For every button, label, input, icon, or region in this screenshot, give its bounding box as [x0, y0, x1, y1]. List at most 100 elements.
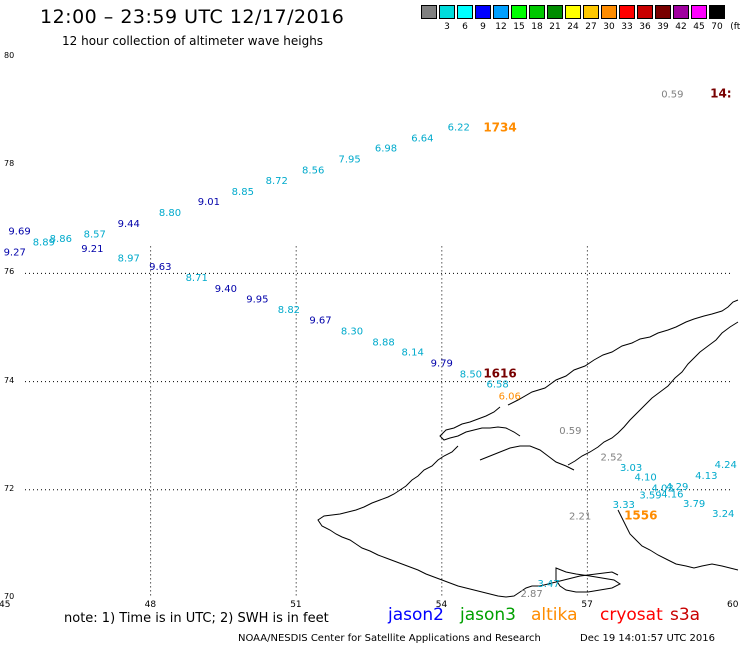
- swh-observations: 9.69 9.27 8.898.86 8.57 9.21 9.44 8.97 8.80 9.63…: [4, 87, 737, 600]
- swh-value-label: 0.59: [661, 90, 683, 101]
- swh-value-label: 2.52: [601, 453, 623, 464]
- swh-value-label: 6.64: [411, 133, 433, 144]
- legend-swatch: [421, 5, 437, 19]
- novaya-zemlya-coastline: [317, 299, 739, 598]
- lon-tick-label: 54: [435, 600, 448, 610]
- swh-value-label: 9.67: [309, 316, 331, 327]
- swh-value-label: 6.22: [448, 123, 470, 134]
- swh-value-label: 9.63: [149, 262, 171, 273]
- page-title: 12:00 – 23:59 UTC 12/17/2016: [40, 6, 345, 28]
- swh-value-label: 4.29: [666, 482, 688, 493]
- credit-line: NOAA/NESDIS Center for Satellite Applica…: [238, 633, 541, 644]
- swh-value-label: 8.89: [33, 237, 55, 248]
- swh-value-label: 9.01: [198, 197, 220, 208]
- mission-label-jason3: jason3: [460, 605, 516, 625]
- mission-label-altika: altika: [531, 605, 578, 625]
- legend-swatch: [709, 5, 725, 19]
- legend-swatch: [493, 5, 509, 19]
- swh-value-label: 9.21: [81, 244, 103, 255]
- swh-value-label: 8.56: [302, 165, 324, 176]
- swh-value-label: 4.13: [695, 471, 717, 482]
- swh-value-label: 6.58: [486, 380, 508, 391]
- swh-value-label: 9.44: [118, 219, 140, 230]
- lon-tick-label: 51: [290, 600, 302, 610]
- mission-label-cryosat: cryosat: [600, 605, 663, 625]
- coastline-west: [317, 445, 619, 598]
- legend-swatch: [511, 5, 527, 19]
- swh-value-label: 9.40: [215, 284, 237, 295]
- lon-tick-label: 48: [144, 600, 157, 610]
- legend-swatch: [565, 5, 581, 19]
- legend-unit: (ft): [730, 22, 740, 32]
- swh-value-label: 3.59: [639, 490, 661, 501]
- swh-value-label: 6.06: [499, 391, 521, 402]
- legend-swatch: [529, 5, 545, 19]
- legend-swatch: [457, 5, 473, 19]
- swh-value-label: 2.21: [569, 512, 591, 523]
- footer-note: note: 1) Time is in UTC; 2) SWH is in fe…: [64, 611, 329, 626]
- swh-value-label: 8.30: [341, 327, 363, 338]
- legend-label: 6: [462, 22, 468, 32]
- coastline-south: [617, 509, 739, 571]
- swh-value-label: 8.14: [402, 348, 424, 359]
- legend-swatch: [619, 5, 635, 19]
- legend-label: 15: [513, 22, 525, 32]
- lat-tick-label: 78: [4, 159, 15, 169]
- swh-value-label: 9.79: [431, 358, 453, 369]
- swh-value-label: 8.80: [159, 208, 181, 219]
- legend-swatch: [673, 5, 689, 19]
- swh-value-label: 8.72: [266, 176, 288, 187]
- swh-value-label: 8.85: [232, 187, 254, 198]
- swh-value-label: 8.82: [278, 305, 300, 316]
- legend-label: 39: [657, 22, 669, 32]
- legend-swatch: [475, 5, 491, 19]
- swh-value-label: 9.27: [4, 248, 26, 259]
- legend-label: 18: [531, 22, 543, 32]
- legend-label: 3: [444, 22, 450, 32]
- swh-value-label: 4.10: [635, 473, 657, 484]
- legend-swatch: [439, 5, 455, 19]
- mission-label-jason2: jason2: [388, 605, 444, 625]
- swh-value-label: 8.71: [186, 273, 208, 284]
- legend-label: 12: [495, 22, 507, 32]
- swh-value-label: 8.86: [50, 234, 72, 245]
- lat-lon-grid: [25, 246, 733, 598]
- swh-value-label: 8.88: [372, 337, 394, 348]
- legend-label: 33: [621, 22, 633, 32]
- lat-tick-label: 74: [4, 375, 15, 385]
- coastline-north: [507, 299, 739, 406]
- legend-label: 70: [711, 22, 723, 32]
- legend-label: 24: [567, 22, 579, 32]
- legend-label: 27: [585, 22, 597, 32]
- lat-tick-label: 72: [4, 483, 15, 493]
- legend-swatch: [637, 5, 653, 19]
- swh-value-label: 8.57: [84, 230, 106, 241]
- coastline-strait: [479, 445, 575, 471]
- swh-value-label: 6.98: [375, 144, 397, 155]
- pass-time-label: 1616: [483, 366, 516, 380]
- swh-value-label: 3.24: [712, 509, 734, 520]
- generated-timestamp: Dec 19 14:01:57 UTC 2016: [580, 633, 715, 644]
- swh-value-label: 4.16: [661, 489, 683, 500]
- swh-value-label: 2.87: [520, 589, 542, 600]
- legend-label: 36: [639, 22, 651, 32]
- swh-value-label: 9.69: [8, 226, 30, 237]
- lon-tick-label: 57: [581, 600, 593, 610]
- legend-label: 21: [549, 22, 561, 32]
- lon-tick-label: 60: [727, 600, 739, 610]
- swh-value-label: 4.24: [715, 460, 737, 471]
- pass-time-label: 1556: [624, 509, 657, 523]
- legend-label: 30: [603, 22, 615, 32]
- swh-value-label: 3.47: [537, 579, 559, 590]
- swh-value-label: 7.95: [338, 154, 360, 165]
- lat-tick-label: 80: [4, 51, 15, 60]
- coastline-islands: [555, 567, 621, 593]
- coastline-northeast: [567, 321, 739, 466]
- swh-value-label: 8.50: [460, 369, 482, 380]
- pass-time-label: 1734: [483, 121, 516, 135]
- legend-label: 45: [693, 22, 705, 32]
- pass-time-label: 14:: [710, 87, 732, 101]
- lat-tick-label: 70: [4, 592, 15, 601]
- lat-tick-label: 76: [4, 267, 15, 277]
